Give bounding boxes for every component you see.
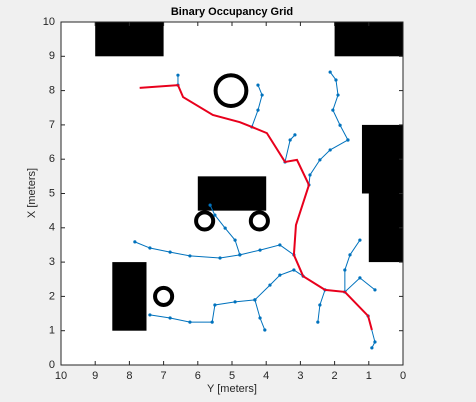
y-tick-label: 6 bbox=[49, 153, 55, 165]
tree-node bbox=[338, 123, 342, 127]
tree-node bbox=[168, 316, 172, 320]
tree-node bbox=[168, 250, 172, 254]
obstacle bbox=[112, 262, 147, 331]
tree-node bbox=[358, 238, 362, 242]
tree-branch bbox=[251, 84, 263, 128]
x-tick-label: 4 bbox=[263, 370, 269, 382]
y-tick-label: 9 bbox=[49, 50, 55, 62]
x-tick-label: 0 bbox=[400, 370, 406, 382]
tree-node bbox=[258, 316, 262, 320]
y-tick-label: 1 bbox=[49, 325, 55, 337]
tree-node bbox=[288, 138, 292, 142]
tree-node bbox=[213, 213, 217, 217]
tree-node bbox=[346, 138, 350, 142]
tree-node bbox=[213, 303, 217, 307]
y-tick-label: 5 bbox=[49, 187, 55, 199]
tree-node bbox=[148, 313, 152, 317]
tree-node bbox=[233, 238, 237, 242]
x-tick-label: 2 bbox=[332, 370, 338, 382]
tree-node bbox=[278, 243, 282, 247]
y-tick-label: 2 bbox=[49, 290, 55, 302]
tree-node bbox=[263, 328, 267, 332]
y-tick-label: 4 bbox=[49, 222, 55, 234]
ring-obstacle bbox=[194, 210, 216, 232]
planned-path bbox=[139, 84, 373, 331]
tree-node bbox=[318, 158, 322, 162]
x-tick-label: 3 bbox=[297, 370, 303, 382]
tree-node bbox=[278, 273, 282, 277]
tree-node bbox=[260, 93, 264, 97]
y-axis-label: X [meters] bbox=[26, 168, 38, 218]
tree-node bbox=[133, 240, 137, 244]
obstacle bbox=[197, 176, 267, 211]
x-tick-label: 8 bbox=[126, 370, 132, 382]
tree-node bbox=[292, 268, 296, 272]
tree-node bbox=[256, 83, 260, 87]
x-tick-label: 7 bbox=[161, 370, 167, 382]
tree-node bbox=[316, 320, 320, 324]
tree-node bbox=[223, 226, 227, 230]
tree-node bbox=[253, 298, 257, 302]
x-tick-label: 9 bbox=[92, 370, 98, 382]
chart-title: Binary Occupancy Grid bbox=[171, 6, 293, 18]
tree-node bbox=[148, 246, 152, 250]
tree-node bbox=[373, 340, 377, 344]
x-axis-label: Y [meters] bbox=[207, 383, 257, 395]
x-tick-label: 1 bbox=[366, 370, 372, 382]
ring-obstacle bbox=[213, 73, 249, 108]
obstacle bbox=[334, 22, 403, 57]
x-tick-label: 5 bbox=[229, 370, 235, 382]
tree-node bbox=[256, 108, 260, 112]
tree-node bbox=[238, 253, 242, 257]
tree-node bbox=[210, 320, 214, 324]
tree-branch bbox=[344, 239, 361, 292]
tree-node bbox=[348, 253, 352, 257]
tree-node bbox=[258, 248, 262, 252]
tree-node bbox=[336, 93, 340, 97]
tree-node bbox=[331, 108, 335, 112]
tree-node bbox=[293, 133, 297, 137]
tree-node bbox=[268, 283, 272, 287]
tree-node bbox=[218, 256, 222, 260]
obstacle bbox=[95, 22, 164, 57]
y-tick-label: 3 bbox=[49, 256, 55, 268]
tree-node bbox=[308, 173, 312, 177]
tree-node bbox=[343, 268, 347, 272]
tree-node bbox=[370, 346, 374, 350]
tree-node bbox=[328, 148, 332, 152]
tree-node bbox=[334, 78, 338, 82]
obstacle bbox=[368, 193, 403, 263]
tree-node bbox=[233, 300, 237, 304]
x-tick-label: 10 bbox=[55, 370, 67, 382]
y-tick-label: 10 bbox=[43, 16, 55, 28]
ring-obstacle bbox=[248, 210, 270, 232]
y-tick-label: 8 bbox=[49, 85, 55, 97]
tree-branch bbox=[329, 71, 349, 141]
x-tick-label: 6 bbox=[195, 370, 201, 382]
tree-node bbox=[358, 276, 362, 280]
y-tick-label: 0 bbox=[49, 359, 55, 371]
ring-obstacle bbox=[153, 285, 175, 307]
tree-node bbox=[373, 288, 377, 292]
obstacle bbox=[361, 124, 403, 194]
tree-node bbox=[176, 73, 180, 77]
tree-node bbox=[208, 203, 212, 207]
tree-node bbox=[188, 320, 192, 324]
tree-node bbox=[328, 70, 332, 74]
tree-node bbox=[318, 303, 322, 307]
y-tick-label: 7 bbox=[49, 119, 55, 131]
tree-node bbox=[188, 254, 192, 258]
